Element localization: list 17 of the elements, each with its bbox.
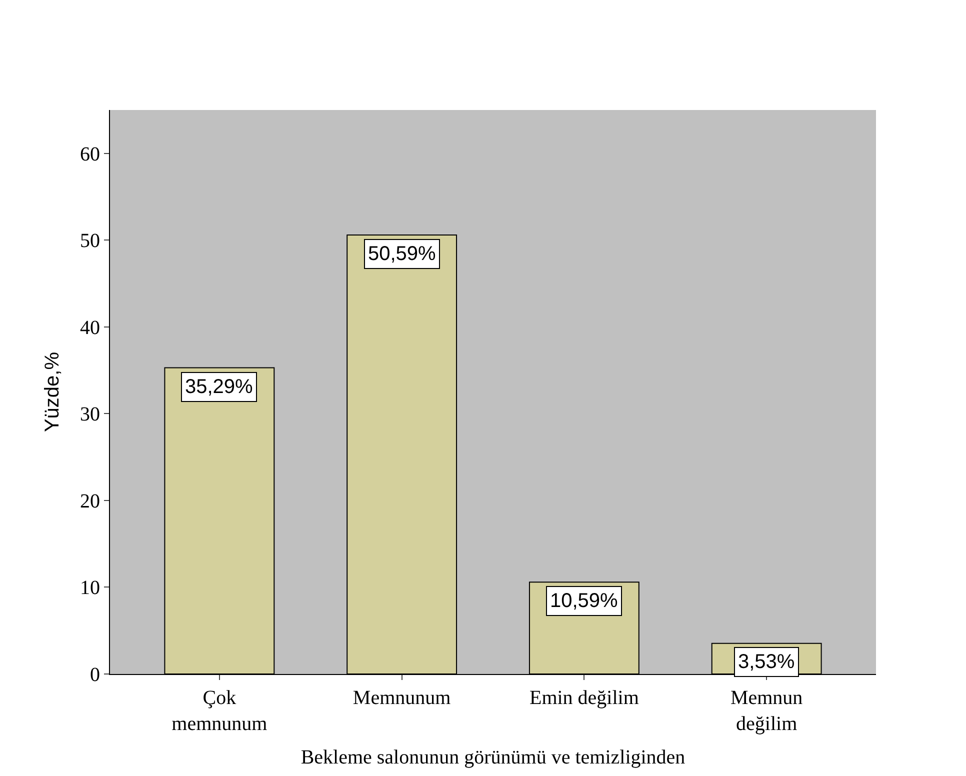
y-tick-label: 40 [80, 316, 100, 339]
x-tick-label: Çok memnunum [172, 687, 268, 735]
x-axis-title: Bekleme salonunun görünümü ve temizliginden [300, 746, 686, 768]
y-tick-label: 20 [80, 490, 100, 512]
y-tick-label: 60 [80, 143, 100, 166]
x-tick-label: Memnun değilim [730, 687, 803, 735]
data-label: 50,59% [368, 243, 436, 265]
data-label: 10,59% [550, 590, 618, 612]
x-tick-label: Emin değilim [529, 687, 640, 709]
data-label: 35,29% [185, 376, 254, 398]
y-tick-label: 30 [80, 404, 100, 426]
y-tick-label: 10 [80, 577, 100, 600]
y-tick-label: 50 [80, 230, 100, 252]
y-axis-title: Yüzde,% [42, 352, 64, 432]
x-tick-label: Memnunum [352, 687, 452, 709]
data-label: 3,53% [738, 651, 795, 673]
y-tick-label: 0 [90, 664, 100, 686]
